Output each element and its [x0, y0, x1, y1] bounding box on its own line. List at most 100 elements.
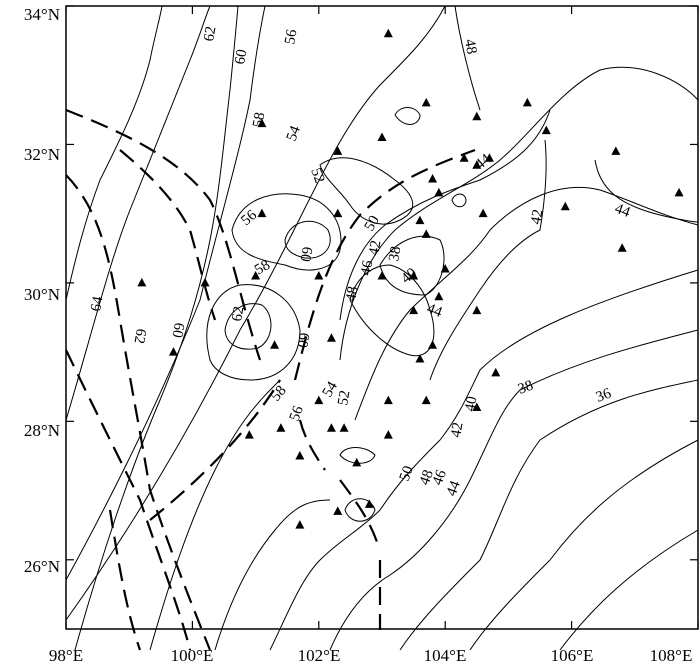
station-marker — [611, 146, 621, 155]
contour-label: 56 — [287, 403, 307, 423]
y-tick-label: 30°N — [24, 285, 60, 304]
contour-line — [354, 186, 699, 421]
contour-label: 62 — [130, 327, 148, 345]
x-axis-labels: 98°E 100°E 102°E 104°E 106°E 108°E — [49, 646, 692, 665]
station-marker — [541, 125, 551, 135]
station-marker — [560, 201, 570, 211]
station-marker — [137, 277, 147, 287]
station-marker — [472, 402, 482, 411]
contour-line — [74, 5, 239, 651]
station-marker — [421, 97, 431, 107]
contour-label: 58 — [268, 383, 290, 405]
contour-line — [214, 499, 331, 651]
contour-label: 58 — [252, 257, 273, 278]
station-marker — [295, 520, 305, 529]
station-marker — [421, 229, 431, 238]
contour-label: 48 — [343, 285, 361, 303]
contour-line — [149, 379, 281, 651]
contour-line — [319, 157, 413, 225]
contour-line — [65, 5, 266, 581]
contour-line — [339, 447, 376, 464]
contour-label: 38 — [386, 245, 404, 263]
contour-label: 60 — [232, 48, 250, 66]
station-marker — [339, 423, 349, 432]
station-marker — [333, 506, 343, 515]
station-marker — [383, 395, 393, 405]
contour-line — [559, 529, 699, 651]
contour-label: 62 — [201, 25, 219, 43]
station-marker — [377, 132, 387, 142]
station-marker — [364, 499, 374, 508]
contour-label: 42 — [528, 208, 546, 226]
contour-line — [451, 193, 467, 208]
contour-line — [65, 5, 163, 301]
x-tick-label: 108°E — [650, 646, 693, 665]
contour-label: 38 — [516, 378, 536, 398]
contour-label: 42 — [366, 239, 384, 257]
station-marker — [459, 153, 469, 162]
station-marker — [200, 277, 210, 287]
contour-line — [429, 139, 547, 381]
station-marker — [409, 270, 419, 280]
station-marker — [383, 430, 393, 439]
contour-label: 36 — [594, 385, 614, 405]
contour-line — [329, 329, 699, 651]
station-marker — [257, 118, 267, 128]
contour-label: 44 — [444, 478, 464, 498]
station-marker — [383, 28, 393, 38]
station-marker — [522, 97, 532, 107]
station-marker — [244, 430, 254, 439]
station-marker — [491, 367, 501, 377]
station-marker — [434, 291, 444, 301]
contour-line — [379, 235, 445, 296]
contour-line — [454, 5, 481, 111]
station-marker — [333, 146, 343, 155]
station-marker — [415, 215, 425, 225]
station-marker — [484, 153, 494, 162]
contour-label: 44 — [613, 201, 633, 221]
contour-label: 44 — [472, 151, 494, 173]
station-marker — [428, 340, 438, 349]
contour-line — [206, 284, 301, 381]
contour-line — [65, 5, 211, 421]
station-marker — [326, 333, 336, 342]
contour-line — [594, 159, 699, 223]
contour-line — [394, 107, 421, 125]
station-marker — [409, 305, 419, 315]
station-marker — [415, 354, 425, 363]
contour-label: 48 — [417, 468, 437, 488]
station-marker — [472, 111, 482, 121]
station-marker — [257, 208, 267, 218]
contour-line — [231, 193, 342, 271]
contour-label: 60 — [168, 321, 186, 339]
station-marker — [428, 174, 438, 183]
contour-line — [349, 264, 435, 357]
station-marker — [440, 264, 450, 273]
station-marker — [314, 395, 324, 405]
contour-label: 64 — [88, 295, 106, 313]
contour-line — [339, 109, 551, 321]
contour-label: 56 — [282, 28, 300, 46]
contour-label: 48 — [461, 38, 479, 56]
station-marker — [421, 395, 431, 405]
contour-label: 42 — [448, 421, 466, 439]
y-axis-labels: 34°N 32°N 30°N 28°N 26°N — [24, 5, 60, 576]
station-markers — [137, 28, 684, 529]
contour-label: 60 — [296, 245, 314, 263]
contour-label: 44 — [425, 301, 445, 321]
station-marker — [434, 187, 444, 197]
x-tick-label: 106°E — [551, 646, 594, 665]
station-marker — [674, 187, 684, 197]
station-marker — [472, 305, 482, 315]
contour-line — [65, 5, 446, 621]
contour-line — [339, 66, 699, 361]
contour-label: 56 — [238, 207, 260, 229]
contour-label: 54 — [284, 123, 304, 143]
station-marker — [295, 450, 305, 460]
station-marker — [617, 243, 627, 252]
x-tick-label: 102°E — [298, 646, 341, 665]
contour-line — [284, 220, 331, 259]
axis-ticks — [65, 5, 699, 629]
fault-line — [149, 379, 281, 521]
station-marker — [472, 160, 482, 169]
